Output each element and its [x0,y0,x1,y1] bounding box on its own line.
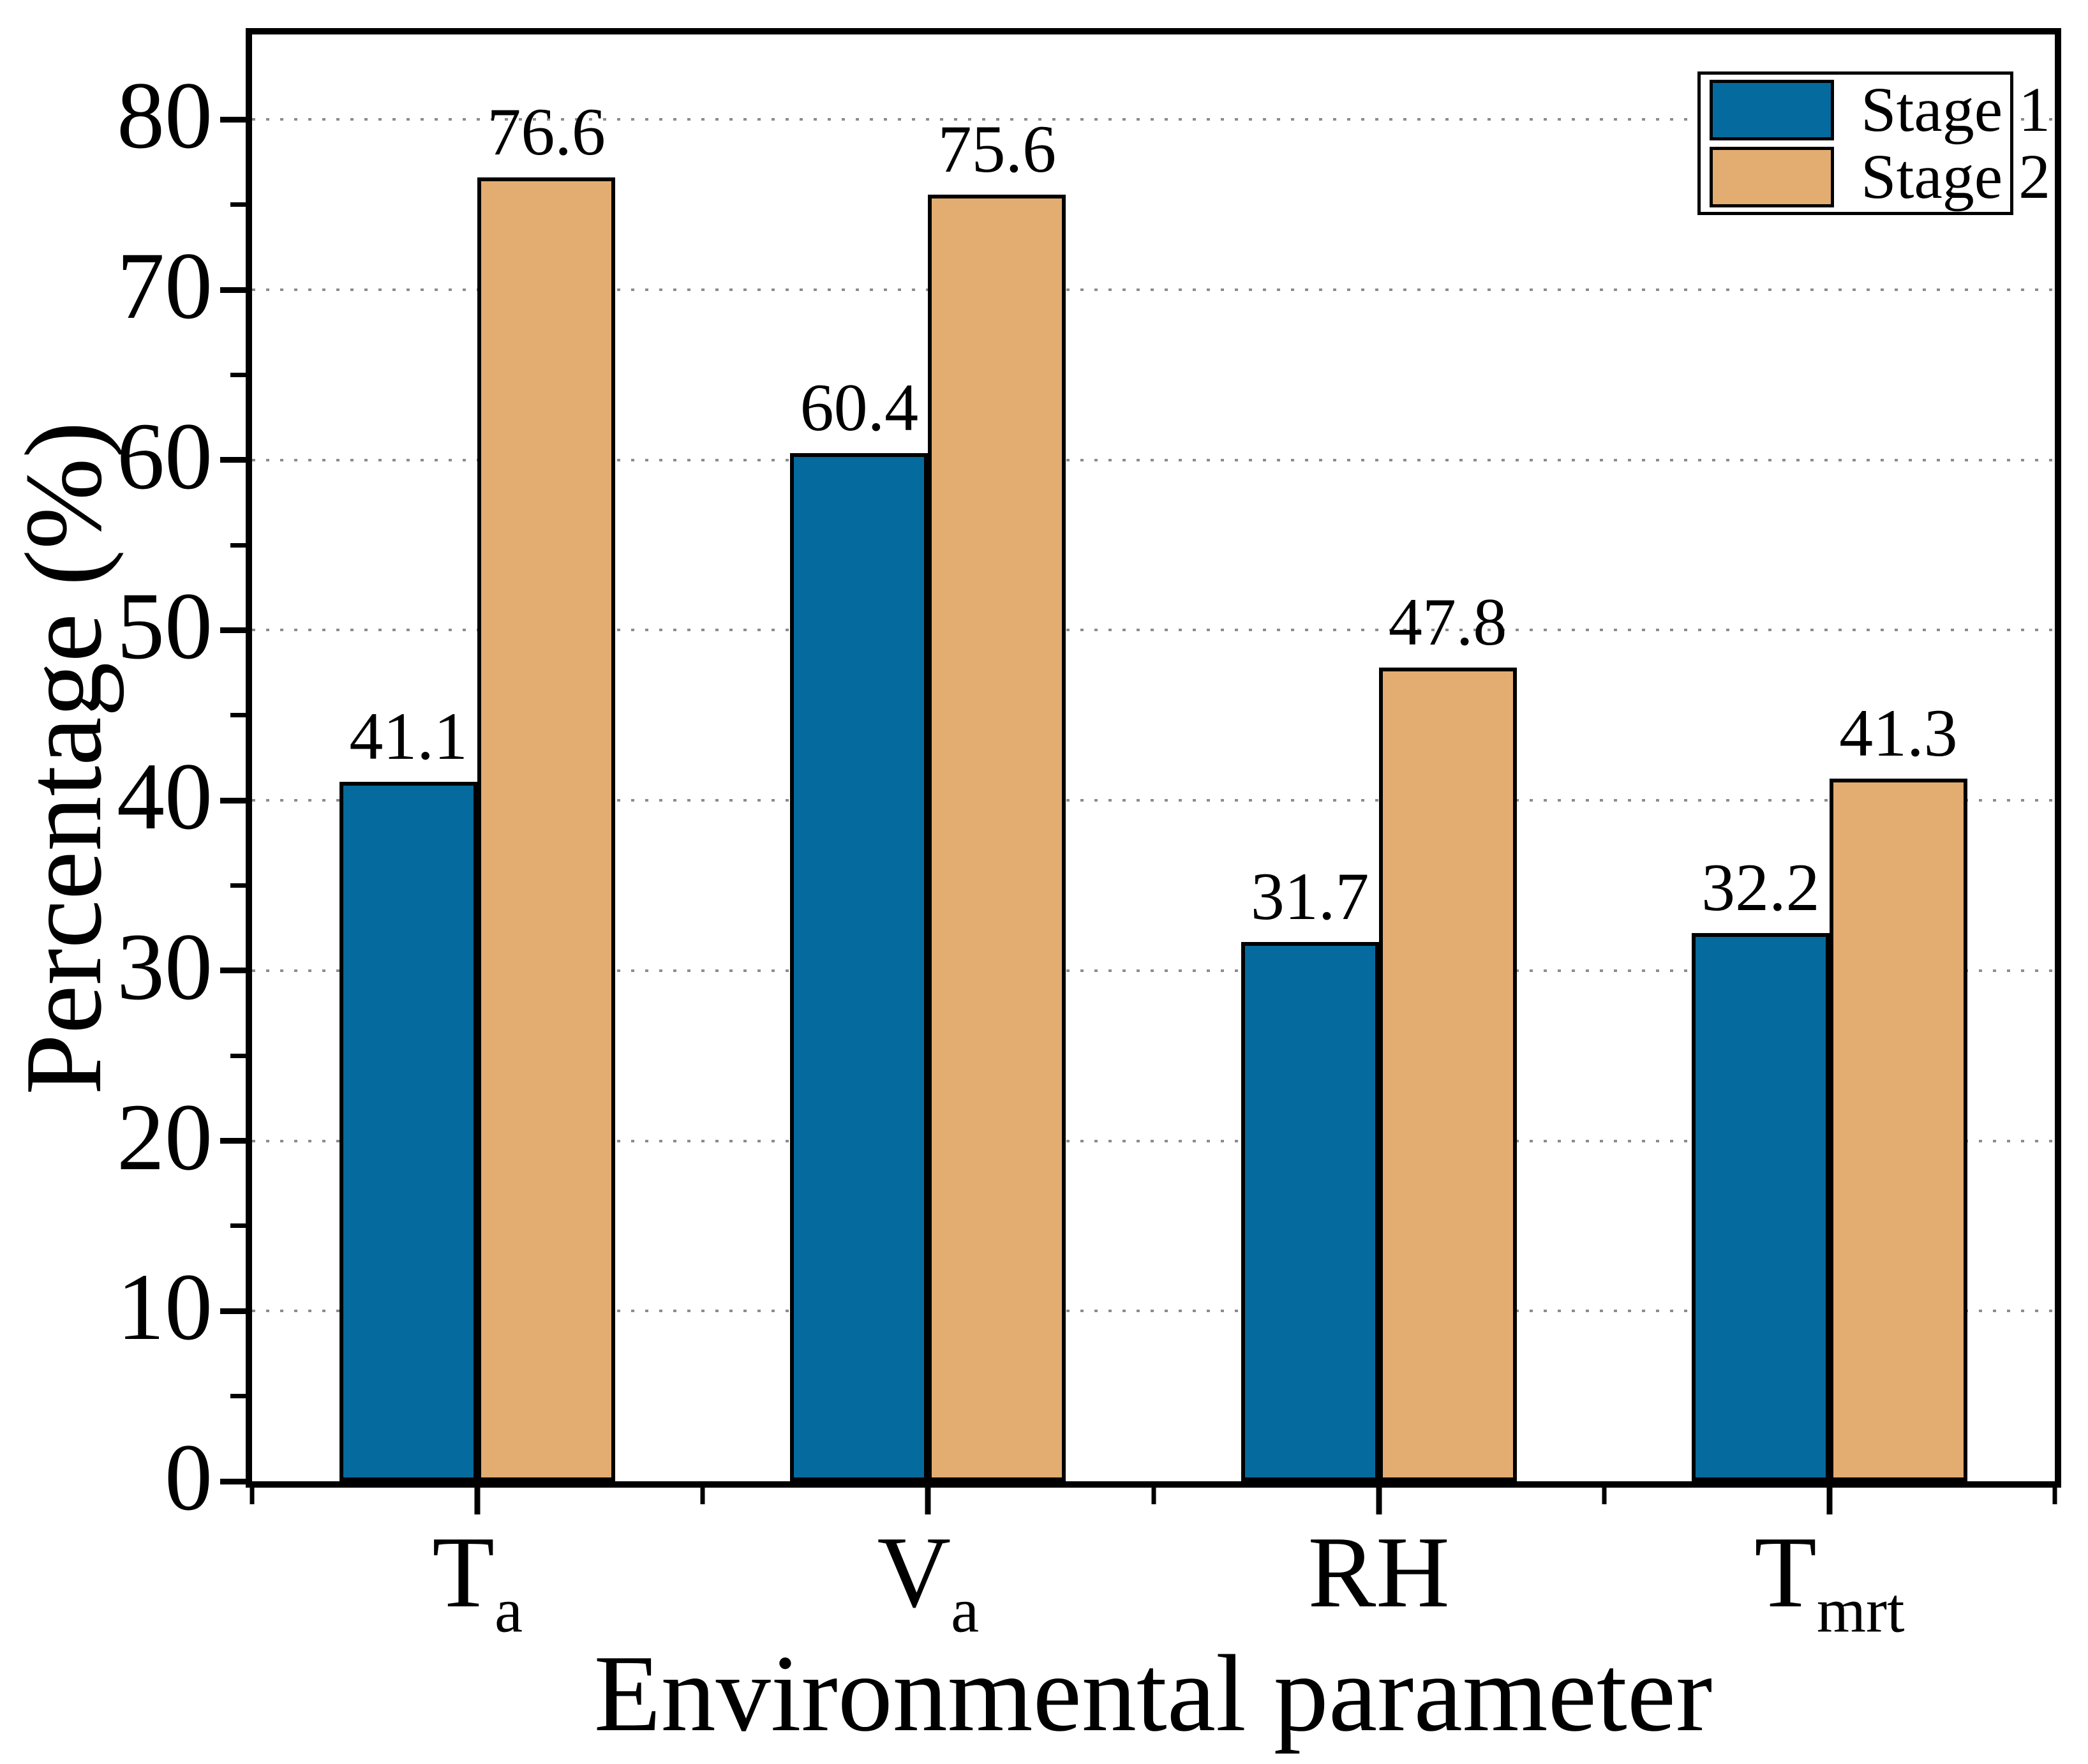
y-tick-label: 60 [117,403,213,509]
bar-value-label: 47.8 [1388,585,1507,660]
gridline-y-30 [252,969,2055,972]
category-label-2: RH [1308,1521,1449,1623]
bar-stage-1-1 [790,453,928,1481]
category-label-3: Tmrt [1754,1521,1904,1643]
bar-value-label: 41.1 [349,698,468,774]
category-label-main: RH [1308,1515,1450,1629]
y-minor-tick-15 [230,1223,246,1229]
y-minor-tick-45 [230,713,246,718]
y-tick-label: 80 [117,63,213,169]
y-major-tick-0 [220,1478,246,1484]
y-tick-label: 10 [117,1254,213,1361]
gridline-y-20 [252,1139,2055,1142]
category-label-subscript: mrt [1816,1576,1905,1646]
bar-stage-1-0 [339,781,478,1481]
bar-stage-2-3 [1829,778,1967,1481]
bar-value-label: 60.4 [800,370,919,445]
gridline-y-80 [252,118,2055,121]
category-label-0: Ta [432,1521,523,1643]
category-label-subscript: a [494,1576,523,1646]
x-axis-title: Environmental parameter [593,1633,1713,1754]
y-tick-label: 70 [117,233,213,340]
x-major-tick-2 [1376,1488,1382,1514]
gridline-y-40 [252,799,2055,802]
bar-stage-2-1 [928,194,1066,1481]
legend-swatch-icon [1710,146,1834,207]
x-major-tick-0 [474,1488,481,1514]
category-label-subscript: a [951,1576,980,1646]
y-minor-tick-65 [230,372,246,377]
legend-label: Stage 1 [1861,74,2051,145]
y-minor-tick-35 [230,883,246,888]
y-minor-tick-55 [230,542,246,548]
bar-stage-1-2 [1241,941,1379,1481]
bar-value-label: 75.6 [937,111,1057,186]
y-tick-label: 40 [117,744,213,850]
y-major-tick-30 [220,968,246,974]
x-major-tick-1 [925,1488,931,1514]
legend-row-2: Stage 2 [1710,145,2050,209]
x-minor-tick-3 [1602,1488,1607,1504]
category-label-main: V [877,1515,951,1629]
x-minor-tick-1 [700,1488,705,1504]
bar-stage-2-2 [1378,668,1517,1481]
legend: Stage 1 Stage 2 [1697,71,2050,215]
bar-stage-1-3 [1691,933,1830,1481]
y-tick-label: 20 [117,1084,213,1190]
y-minor-tick-75 [230,202,246,207]
y-tick-label: 50 [117,573,213,680]
bar-value-label: 41.3 [1839,695,1958,770]
y-axis-title: Percentage (%) [3,421,124,1095]
y-minor-tick-5 [230,1394,246,1399]
x-minor-tick-2 [1151,1488,1156,1504]
category-label-main: T [1754,1515,1817,1629]
gridline-y-50 [252,629,2055,632]
y-tick-label: 30 [117,913,213,1020]
y-major-tick-60 [220,457,246,463]
bar-value-label: 32.2 [1701,850,1820,925]
bar-value-label: 31.7 [1250,858,1369,934]
y-major-tick-20 [220,1138,246,1144]
y-major-tick-70 [220,287,246,293]
legend-row-1: Stage 1 [1710,78,2050,142]
y-major-tick-10 [220,1308,246,1314]
y-tick-label: 0 [165,1424,213,1530]
y-major-tick-50 [220,627,246,633]
x-minor-tick-4 [2052,1488,2057,1504]
gridline-y-60 [252,458,2055,461]
y-major-tick-40 [220,797,246,804]
category-label-1: Va [877,1521,980,1643]
plot-area: Stage 1 Stage 2 0 10 20 30 40 50 60 70 80 Ta Va RH Tm… [117,28,2061,1643]
bar-stage-2-0 [477,177,616,1481]
gridline-y-10 [252,1310,2055,1313]
legend-label: Stage 2 [1861,141,2051,212]
gridline-y-70 [252,288,2055,292]
category-label-main: T [432,1515,495,1629]
y-minor-tick-25 [230,1053,246,1058]
legend-swatch-icon [1710,79,1834,140]
bar-value-label: 76.6 [487,94,606,170]
y-major-tick-80 [220,116,246,123]
x-major-tick-3 [1826,1488,1833,1514]
x-minor-tick-0 [250,1488,255,1504]
